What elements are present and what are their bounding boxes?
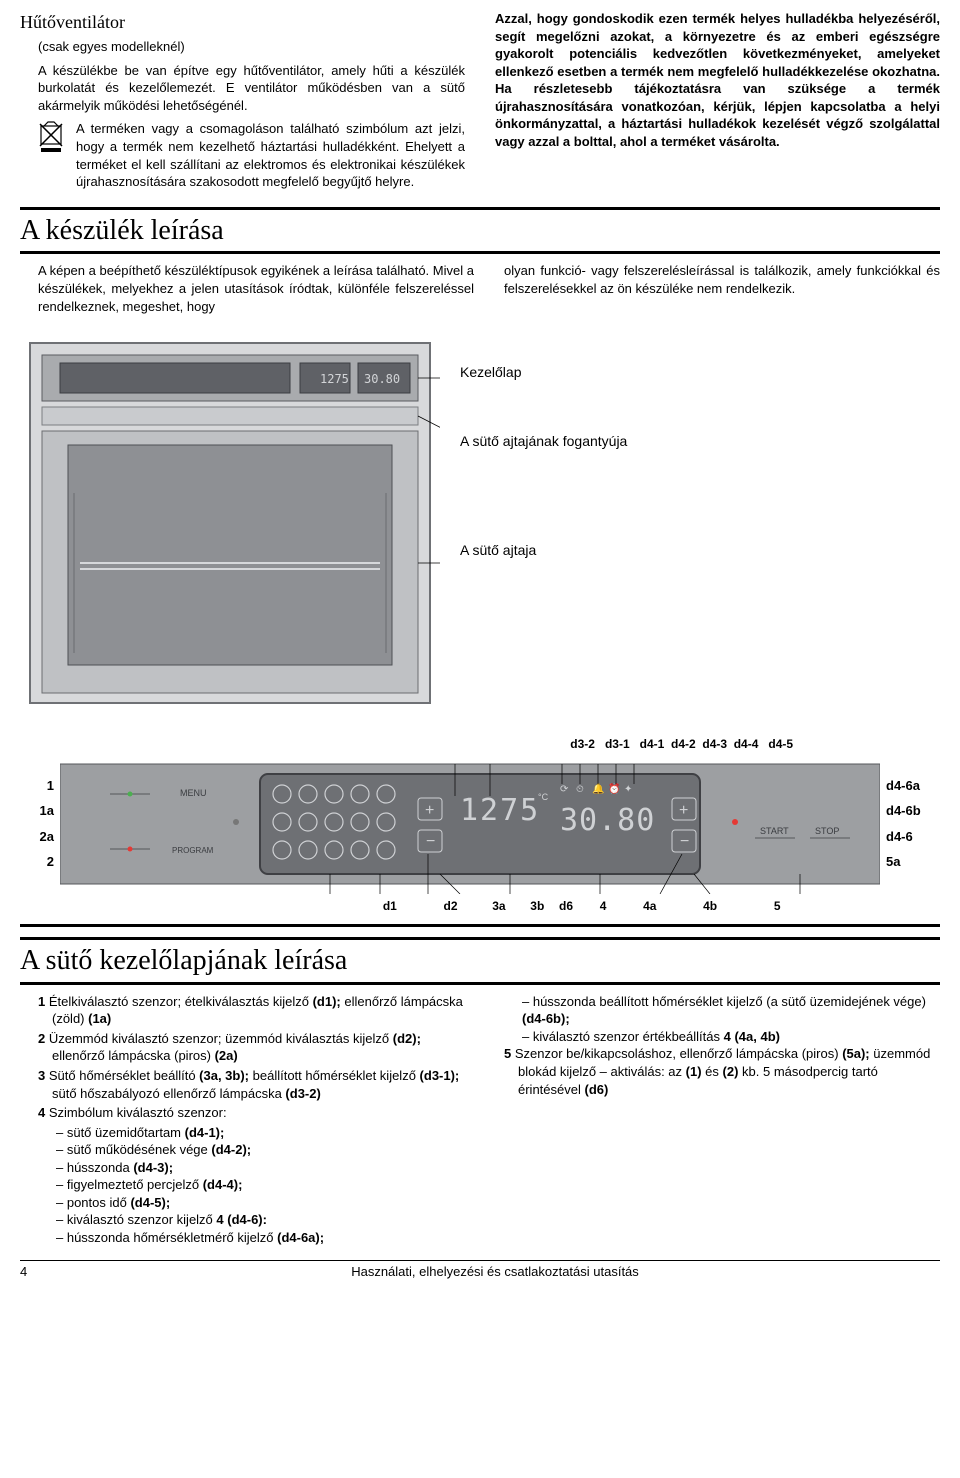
legend-3: 3 Sütő hőmérséklet beállító (3a, 3b); be… xyxy=(38,1067,474,1102)
svg-text:+: + xyxy=(425,802,434,819)
legend-1: 1 Ételkiválasztó szenzor; ételkiválasztá… xyxy=(38,993,474,1028)
weee-text: A terméken vagy a csomagoláson található… xyxy=(76,120,465,190)
panel-diagram: d3-2 d3-1 d4-1 d4-2 d4-3 d4-4 d4-5 1 1a … xyxy=(20,736,940,914)
legend-right: hússzonda beállított hőmérséklet kijelző… xyxy=(504,993,940,1247)
panel-left-labels: 1 1a 2a 2 xyxy=(20,777,60,871)
desc-columns: A képen a beépíthető készüléktípusok egy… xyxy=(20,262,940,321)
intro-right: Azzal, hogy gondoskodik ezen termék hely… xyxy=(495,10,940,197)
fan-subtitle: (csak egyes modelleknél) xyxy=(38,38,465,56)
panel-top-labels: d3-2 d3-1 d4-1 d4-2 d4-3 d4-4 d4-5 xyxy=(20,736,940,752)
svg-text:−: − xyxy=(426,833,435,850)
oven-label-column: Kezelőlap A sütő ajtajának fogantyúja A … xyxy=(460,333,940,560)
control-panel-svg: MENU PROGRAM + − 1275 °C xyxy=(60,754,880,894)
panel-right-labels: d4-6a d4-6b d4-6 5a xyxy=(880,777,936,871)
desc-heading: A készülék leírása xyxy=(20,207,940,255)
intro-columns: Hűtőventilátor (csak egyes modelleknél) … xyxy=(20,10,940,197)
desc-left: A képen a beépíthető készüléktípusok egy… xyxy=(38,262,474,321)
legend-5: 5 Szenzor be/kikapcsoláshoz, ellenőrző l… xyxy=(504,1045,940,1098)
oven-label-door: A sütő ajtaja xyxy=(460,541,940,560)
desc-right: olyan funkció- vagy felszerelésleírással… xyxy=(504,262,940,321)
oven-label-handle: A sütő ajtajának fogantyúja xyxy=(460,432,940,451)
oven-illustration: 1275 30.80 xyxy=(20,333,440,718)
svg-text:⏲: ⏲ xyxy=(576,784,584,795)
legend-right-sublist: hússzonda beállított hőmérséklet kijelző… xyxy=(504,993,940,1046)
intro-left: Hűtőventilátor (csak egyes modelleknél) … xyxy=(20,10,465,197)
page-number: 4 xyxy=(20,1263,50,1281)
svg-text:°C: °C xyxy=(538,792,549,802)
svg-text:🔔: 🔔 xyxy=(592,783,604,795)
svg-text:+: + xyxy=(679,802,688,819)
svg-text:1275: 1275 xyxy=(320,372,349,386)
svg-text:−: − xyxy=(680,833,689,850)
weee-block: A terméken vagy a csomagoláson található… xyxy=(38,120,465,196)
divider xyxy=(20,924,940,927)
menu-label: MENU xyxy=(180,788,207,798)
panel-bottom-labels: d1 d2 3a 3b d6 4 4a 4b 5 xyxy=(20,898,940,914)
svg-text:⟳: ⟳ xyxy=(560,784,569,795)
oven-illustration-row: 1275 30.80 Kezelőlap A sütő ajtajának fo… xyxy=(20,333,940,718)
footer-text: Használati, elhelyezési és csatlakoztatá… xyxy=(50,1263,940,1281)
svg-text:START: START xyxy=(760,826,789,836)
fan-p1: A készülékbe be van építve egy hűtőventi… xyxy=(38,62,465,115)
svg-text:30.80: 30.80 xyxy=(364,372,400,386)
oven-label-panel: Kezelőlap xyxy=(460,363,940,382)
fan-title: Hűtőventilátor xyxy=(20,10,465,34)
panel-heading: A sütő kezelőlapjának leírása xyxy=(20,937,940,985)
legend-2: 2 Üzemmód kiválasztó szenzor; üzemmód ki… xyxy=(38,1030,474,1065)
svg-text:STOP: STOP xyxy=(815,826,839,836)
disposal-text: Azzal, hogy gondoskodik ezen termék hely… xyxy=(495,10,940,150)
svg-text:✦: ✦ xyxy=(624,784,632,795)
legend-4-sublist: sütő üzemidőtartam (d4-1); sütő működésé… xyxy=(38,1124,474,1247)
svg-text:30.80: 30.80 xyxy=(560,803,655,838)
program-label: PROGRAM xyxy=(172,846,214,855)
legend-columns: 1 Ételkiválasztó szenzor; ételkiválasztá… xyxy=(20,993,940,1247)
weee-icon xyxy=(38,120,68,196)
svg-text:1275: 1275 xyxy=(460,793,540,828)
panel-flex: 1 1a 2a 2 MENU PROGRAM xyxy=(20,754,940,894)
svg-text:⏰: ⏰ xyxy=(608,782,620,795)
page-footer: 4 Használati, elhelyezési és csatlakozta… xyxy=(20,1260,940,1281)
legend-4: 4 Szimbólum kiválasztó szenzor: xyxy=(38,1104,474,1122)
legend-left: 1 Ételkiválasztó szenzor; ételkiválasztá… xyxy=(38,993,474,1247)
